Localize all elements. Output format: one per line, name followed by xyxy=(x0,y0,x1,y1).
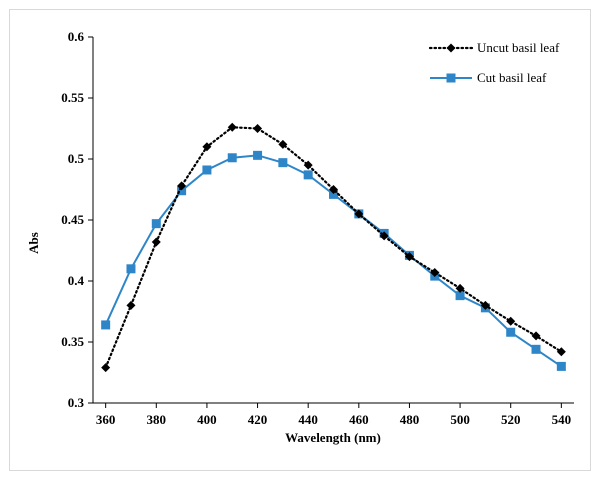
data-point xyxy=(354,209,364,219)
data-point xyxy=(126,264,136,274)
data-point xyxy=(506,327,516,337)
legend-label: Cut basil leaf xyxy=(477,70,547,85)
data-point xyxy=(101,363,111,373)
data-point xyxy=(329,185,338,194)
y-tick-label: 0.5 xyxy=(68,151,85,166)
data-point xyxy=(329,189,338,199)
x-axis-title: Wavelength (nm) xyxy=(285,430,381,445)
data-point xyxy=(506,316,516,326)
data-point xyxy=(227,153,237,163)
y-tick-label: 0.55 xyxy=(61,90,84,105)
legend-marker xyxy=(446,43,456,53)
chart-frame xyxy=(9,9,591,471)
data-point xyxy=(480,300,490,310)
x-tick-label: 460 xyxy=(349,412,369,427)
plot-area xyxy=(101,122,566,373)
data-point xyxy=(177,181,187,191)
data-point xyxy=(177,186,187,196)
data-point xyxy=(101,320,111,330)
data-point xyxy=(253,150,263,160)
y-axis-title: Abs xyxy=(26,232,41,254)
data-point xyxy=(202,165,212,175)
data-point xyxy=(151,237,161,247)
x-tick-label: 400 xyxy=(197,412,217,427)
axes: 0.3 0.35 0.4 0.45 0.5 0.55 0.6 360 380 400 420 440 4… xyxy=(61,29,574,427)
series-uncut xyxy=(101,122,566,373)
y-tick-label: 0.45 xyxy=(61,212,84,227)
legend: Uncut basil leaf Cut basil leaf xyxy=(428,40,560,85)
x-tick-label: 420 xyxy=(248,412,268,427)
x-tick-label: 380 xyxy=(147,412,167,427)
x-tick-label: 480 xyxy=(400,412,420,427)
data-point xyxy=(253,124,263,133)
data-point xyxy=(430,267,440,277)
data-point xyxy=(556,361,566,371)
x-tick-label: 360 xyxy=(96,412,116,427)
data-point xyxy=(303,170,313,180)
legend-marker xyxy=(446,73,456,83)
data-point xyxy=(202,142,212,152)
data-point xyxy=(379,231,389,241)
data-point xyxy=(278,158,288,168)
data-point xyxy=(278,139,288,149)
x-tick-label: 520 xyxy=(501,412,521,427)
y-tick-label: 0.35 xyxy=(61,334,84,349)
data-point xyxy=(455,283,465,293)
data-point xyxy=(151,219,161,229)
x-tick-label: 540 xyxy=(552,412,572,427)
legend-item: Uncut basil leaf xyxy=(428,40,560,55)
data-point xyxy=(531,331,541,341)
data-point xyxy=(455,291,465,301)
data-point xyxy=(556,347,566,357)
y-tick-label: 0.4 xyxy=(68,273,85,288)
series-line xyxy=(104,126,563,369)
data-point xyxy=(531,344,541,354)
x-tick-label: 440 xyxy=(298,412,318,427)
legend-label: Uncut basil leaf xyxy=(477,40,560,55)
x-tick-label: 500 xyxy=(450,412,470,427)
data-point xyxy=(303,160,313,170)
y-tick-label: 0.6 xyxy=(68,29,85,44)
data-point xyxy=(404,252,414,262)
data-point xyxy=(126,300,136,310)
data-point xyxy=(227,122,237,132)
y-tick-label: 0.3 xyxy=(68,395,85,410)
legend-item: Cut basil leaf xyxy=(430,70,547,85)
series-cut xyxy=(101,150,566,371)
